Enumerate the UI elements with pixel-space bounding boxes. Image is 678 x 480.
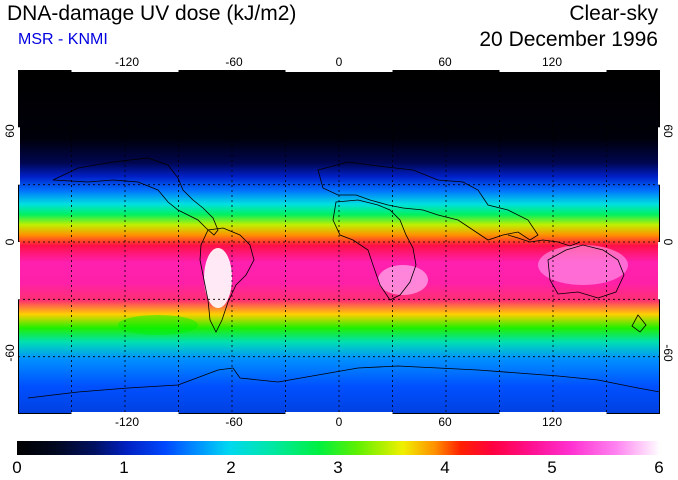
- top-lon-label: 60: [438, 55, 452, 69]
- north-america-coast: [52, 157, 219, 236]
- colorbar-tick-label: 0: [12, 458, 22, 477]
- southern-africa-high-dose-patch: [378, 265, 428, 295]
- bottom-lon-label: 0: [335, 415, 343, 429]
- top-lon-label: 120: [541, 55, 563, 69]
- colorbar-tick-label: 6: [654, 458, 664, 477]
- left-lat-label: 60: [3, 124, 17, 138]
- indonesia-coast: [507, 234, 581, 247]
- coastlines: [27, 157, 660, 399]
- australia-coast: [547, 244, 625, 299]
- south-america-coast: [199, 227, 255, 333]
- right-lat-label: 60: [661, 124, 675, 138]
- date-label: 20 December 1996: [479, 28, 658, 51]
- left-lat-label: 0: [3, 238, 17, 246]
- australia-high-dose-patch: [538, 245, 628, 285]
- africa-coast: [332, 199, 417, 301]
- graticule: [18, 70, 660, 414]
- bottom-lon-label: 120: [541, 415, 563, 429]
- antarctica-coast: [27, 365, 660, 399]
- top-lon-label: -120: [114, 55, 140, 69]
- right-lat-label: 0: [661, 238, 675, 246]
- bottom-lon-label: -60: [225, 415, 243, 429]
- top-lon-label: -60: [225, 55, 243, 69]
- bottom-lon-label: 60: [438, 415, 452, 429]
- south-pacific-low-patch: [118, 315, 198, 335]
- new-zealand-coast: [631, 314, 647, 333]
- colorbar-tick-label: 1: [119, 458, 129, 477]
- right-lat-label: -60: [661, 344, 675, 362]
- left-lat-label: -60: [3, 344, 17, 362]
- eurasia-coast: [317, 161, 539, 241]
- organization-label: MSR - KNMI: [18, 31, 108, 48]
- sky-condition-label: Clear-sky: [569, 2, 658, 25]
- colorbar-tick-label: 2: [226, 458, 236, 477]
- colorbar-tick-label: 3: [333, 458, 343, 477]
- top-lon-label: 0: [335, 55, 343, 69]
- map-frame: [18, 70, 660, 414]
- map-title: DNA-damage UV dose (kJ/m2): [7, 2, 297, 25]
- colorbar-tick-label: 5: [547, 458, 557, 477]
- bottom-lon-label: -120: [114, 415, 140, 429]
- colorbar: [17, 441, 660, 455]
- uv-dose-map: [18, 70, 660, 414]
- andes-high-dose-patch: [204, 248, 232, 308]
- colorbar-tick-label: 4: [440, 458, 450, 477]
